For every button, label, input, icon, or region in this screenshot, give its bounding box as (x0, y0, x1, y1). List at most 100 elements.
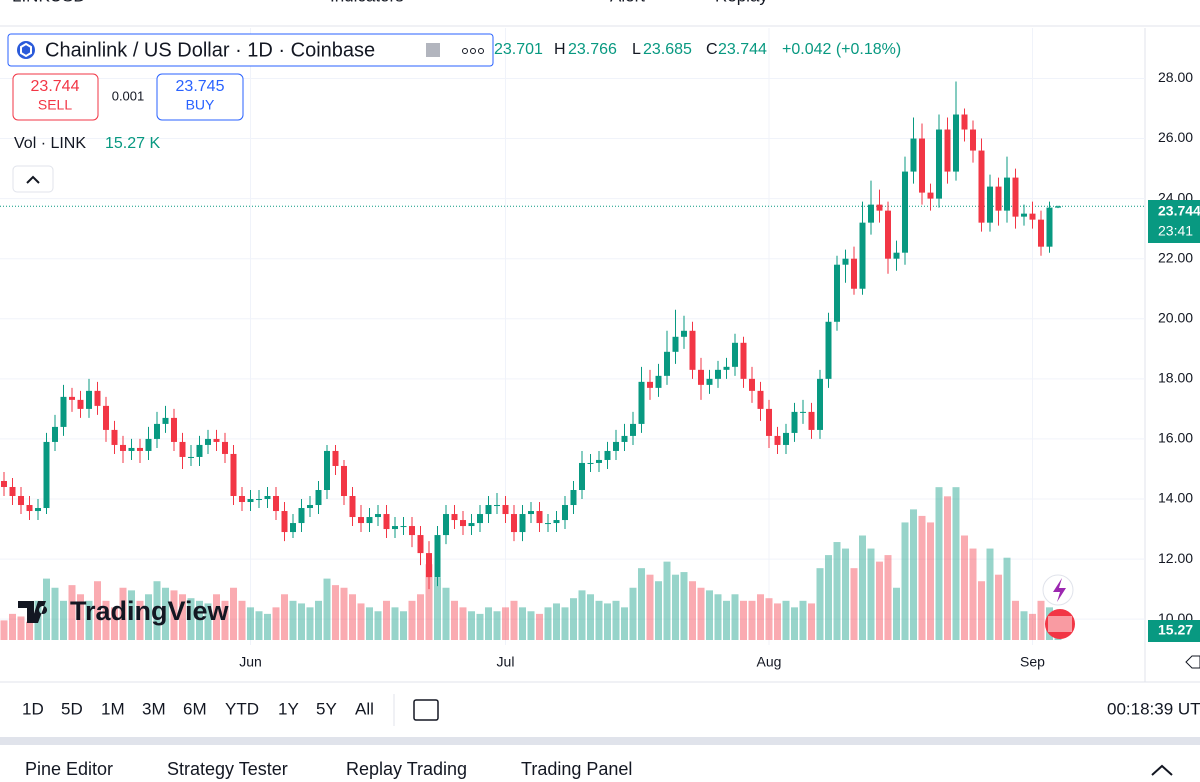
volume-bar (867, 548, 875, 640)
candle-body (86, 390, 92, 409)
timeframe-button[interactable]: All (355, 699, 374, 718)
candle-body (621, 435, 628, 442)
volume-bar (944, 496, 951, 640)
candle-body (1029, 213, 1036, 220)
volume-bar (995, 574, 1002, 640)
volume-bar (901, 522, 909, 640)
volume-bar (519, 607, 526, 640)
timeframe-button[interactable]: 6M (183, 699, 207, 718)
volume-bar (9, 613, 16, 640)
volume-bar (255, 611, 263, 640)
toolbar-item[interactable]: Indicators (330, 0, 404, 5)
y-tick-label: 20.00 (1158, 309, 1193, 325)
candle-body (953, 114, 959, 172)
timeframe-button[interactable]: 1Y (278, 699, 299, 718)
volume-bar (179, 594, 186, 640)
volume-bar (102, 600, 110, 640)
candle-body (511, 514, 517, 533)
candle-body (910, 138, 917, 172)
flag-icon[interactable] (426, 43, 440, 57)
volume-bar (400, 611, 407, 640)
x-tick-label: Jul (497, 654, 515, 670)
candle-body (35, 508, 41, 512)
candle-body (358, 517, 364, 524)
candle-body (154, 423, 160, 439)
timeframe-button[interactable]: YTD (225, 699, 259, 718)
more-dot (478, 48, 484, 54)
candle-body (341, 465, 347, 497)
candle-body (145, 438, 152, 451)
toolbar-item[interactable]: Alert (610, 0, 645, 5)
volume-bar (306, 607, 314, 640)
assistant-bolt (1053, 578, 1066, 602)
y-tick-label: 16.00 (1158, 430, 1193, 446)
volume-bar (289, 600, 297, 640)
volume-bar (629, 587, 637, 640)
timeframe-button[interactable]: 5D (61, 699, 83, 718)
candle-body (162, 417, 169, 424)
axis-settings[interactable] (1185, 655, 1200, 669)
volume-bar (383, 600, 390, 640)
candle-body (613, 441, 619, 451)
panel-tab[interactable]: Strategy Tester (167, 759, 288, 779)
volume-bar (680, 572, 688, 640)
countdown: 23:41 (1158, 223, 1193, 239)
candle-body (426, 553, 432, 578)
volume-bar (247, 607, 254, 640)
candle-body (562, 505, 568, 521)
volume-bar (153, 581, 161, 640)
candle-body (672, 336, 679, 352)
toolbar-item[interactable]: LINKUSD (12, 0, 86, 5)
panel-tab[interactable]: Pine Editor (25, 759, 113, 779)
toolbar-item[interactable]: Replay (715, 0, 768, 5)
volume-bar (689, 581, 696, 640)
expand-panel[interactable] (1151, 764, 1173, 776)
candle-body (290, 523, 296, 533)
more-dot (470, 48, 476, 54)
volume-bar (281, 594, 288, 640)
volume-bar (672, 574, 679, 640)
symbol-box[interactable] (7, 33, 494, 67)
candle-body (638, 381, 645, 424)
volume-bar (425, 564, 433, 640)
candle-body (120, 444, 126, 451)
y-tick-label: 28.00 (1158, 69, 1193, 85)
timeframe-button[interactable]: 3M (142, 699, 166, 718)
volume-bar (799, 600, 807, 640)
candle-body (970, 129, 976, 151)
timeframe-button[interactable]: 5Y (316, 699, 337, 718)
timeframe-button[interactable]: 1M (101, 699, 125, 718)
candle-body (43, 441, 50, 509)
x-tick-label: Sep (1020, 654, 1045, 670)
volume-bar (986, 548, 994, 640)
candle-body (417, 535, 424, 554)
candle-body (69, 396, 75, 400)
candle-body (800, 411, 806, 413)
volume-bar (765, 598, 773, 640)
volume-bar (910, 509, 917, 640)
volume-bar (876, 561, 883, 640)
volume-bar (1020, 611, 1028, 640)
collapse-button[interactable] (12, 165, 54, 193)
candle-body (536, 511, 543, 524)
clock[interactable]: 00:18:39 UTC (1107, 699, 1200, 718)
candle-body (264, 496, 271, 500)
sell-button[interactable] (12, 73, 99, 121)
buy-button[interactable] (156, 73, 244, 121)
volume-bar (774, 603, 781, 640)
volume-bar (612, 600, 620, 640)
volume-bar (850, 568, 858, 640)
candle-body (961, 114, 968, 130)
panel-tab[interactable]: Replay Trading (346, 759, 467, 779)
volume-bar (740, 600, 747, 640)
volume-bar (111, 607, 118, 640)
volume-bar (94, 581, 101, 640)
candle-body (1012, 177, 1019, 217)
volume-bar (595, 600, 603, 640)
date-range-icon[interactable] (413, 699, 439, 721)
sell-label: SELL (38, 97, 72, 113)
candle-body (111, 429, 118, 445)
candle-body (247, 499, 254, 503)
timeframe-button[interactable]: 1D (22, 699, 44, 718)
panel-tab[interactable]: Trading Panel (521, 759, 632, 779)
